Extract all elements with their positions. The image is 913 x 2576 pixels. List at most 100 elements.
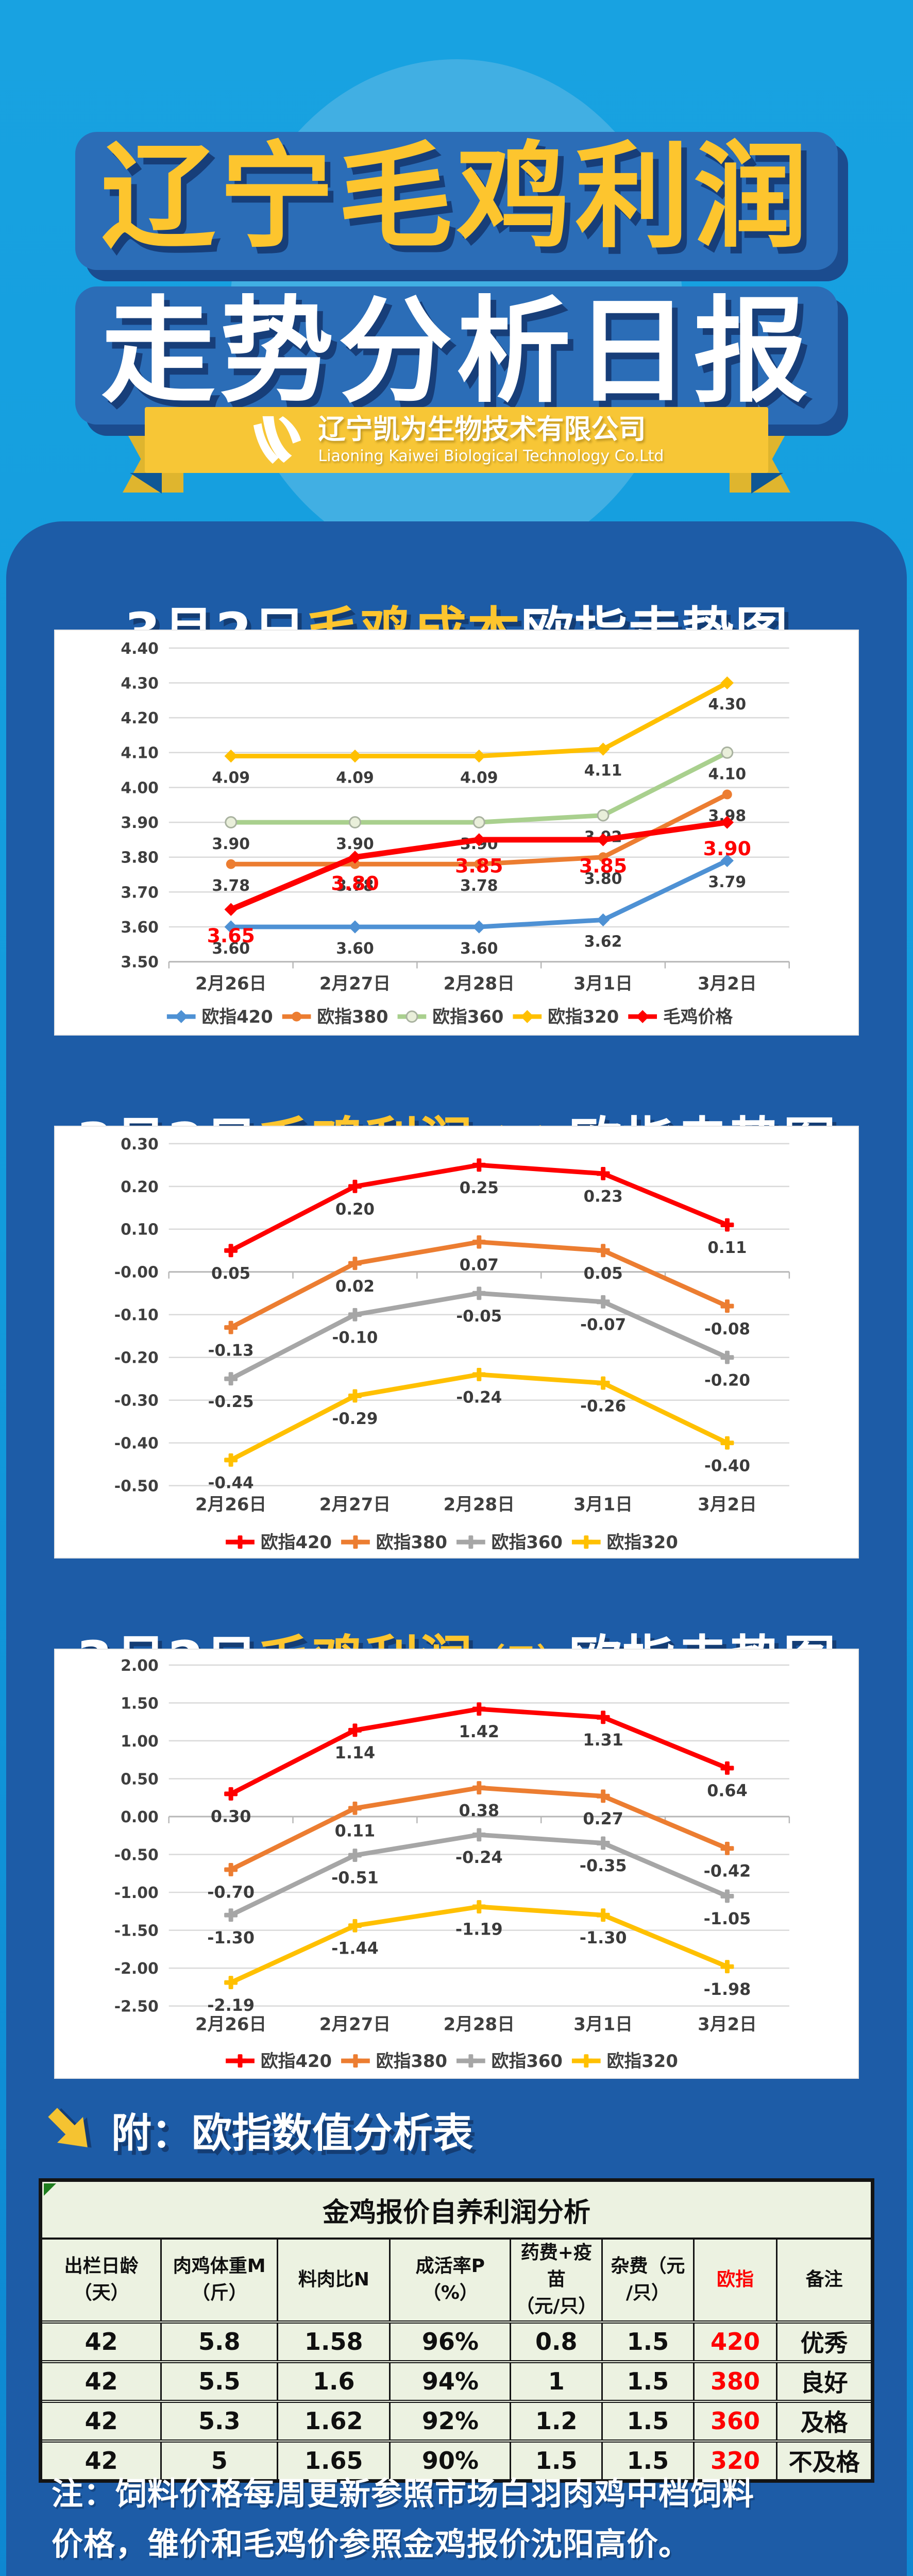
svg-text:4.09: 4.09: [336, 769, 374, 787]
svg-text:欧指360: 欧指360: [432, 1007, 503, 1027]
svg-text:0.11: 0.11: [707, 1239, 747, 1257]
svg-text:4.20: 4.20: [121, 709, 159, 727]
analysis-section-title: 附：欧指数值分析表: [111, 2110, 474, 2157]
table-cell: 320: [692, 2439, 778, 2482]
svg-text:-1.00: -1.00: [114, 1884, 159, 1902]
table-cell: 1.5: [510, 2439, 603, 2482]
svg-text:4.00: 4.00: [121, 779, 159, 797]
svg-text:欧指420: 欧指420: [261, 1532, 332, 1552]
table-cell: 92%: [389, 2399, 512, 2442]
svg-text:-2.19: -2.19: [207, 1995, 255, 2015]
svg-text:-0.70: -0.70: [207, 1883, 255, 1902]
poster-title-line2-text: 走势分析日报: [75, 286, 838, 425]
note-line2: 价格，雏价和毛鸡价参照金鸡报价沈阳高价。: [52, 2526, 691, 2563]
table-cell: 360: [692, 2399, 778, 2442]
svg-text:0.02: 0.02: [335, 1277, 375, 1296]
svg-text:3月2日: 3月2日: [698, 2014, 757, 2034]
table-header-cell: 备注: [776, 2238, 873, 2324]
svg-text:-0.50: -0.50: [114, 1846, 159, 1864]
svg-text:3月2日: 3月2日: [698, 973, 757, 993]
svg-text:-2.50: -2.50: [114, 1998, 159, 2016]
svg-text:3.85: 3.85: [455, 855, 503, 877]
svg-text:-0.44: -0.44: [208, 1474, 254, 1493]
svg-text:3.80: 3.80: [584, 870, 622, 888]
table-cell: 及格: [776, 2399, 873, 2442]
legend: 欧指420 欧指380 欧指360 欧指320 毛鸡价格: [166, 1007, 733, 1027]
company-logo-icon: [253, 416, 301, 464]
table-cell: 5.8: [160, 2320, 279, 2363]
svg-text:0.07: 0.07: [460, 1256, 499, 1274]
series-欧指360: -1.30 -0.51 -0.24 -0.35 -1.05: [207, 1828, 751, 1947]
svg-text:-1.19: -1.19: [455, 1920, 503, 1939]
chart-svg: 4.40 4.30 4.20 4.10 4.00 3.90 3.80 3.70 3.60 3.50…: [121, 640, 790, 1027]
y-axis: 0.300.200.10-0.00-0.10-0.20-0.30-0.40-0.…: [114, 1136, 789, 1496]
table-cell: 1: [510, 2360, 603, 2402]
svg-text:0.00: 0.00: [121, 1808, 159, 1826]
analysis-section-header: 附：欧指数值分析表: [43, 2101, 473, 2159]
table-cell: 5.5: [160, 2360, 279, 2402]
svg-text:2月28日: 2月28日: [444, 1494, 515, 1514]
svg-text:3月1日: 3月1日: [573, 2014, 633, 2034]
svg-text:0.11: 0.11: [335, 1821, 376, 1841]
legend: 欧指420 欧指380 欧指360 欧指320: [226, 1532, 678, 1552]
table-cell: 1.6: [277, 2360, 391, 2402]
svg-text:-2.00: -2.00: [114, 1960, 159, 1978]
table-cell: 1.5: [601, 2360, 695, 2402]
svg-text:3月2日: 3月2日: [698, 1494, 757, 1514]
table-header-cell: 药费+疫苗 （元/只）: [510, 2238, 603, 2324]
x-axis: 2月26日 2月27日 2月28日 3月1日 3月2日: [168, 961, 790, 993]
svg-text:3.60: 3.60: [212, 940, 250, 958]
svg-text:3.90: 3.90: [212, 835, 250, 853]
svg-text:-0.30: -0.30: [114, 1392, 159, 1410]
svg-text:3.50: 3.50: [121, 954, 159, 972]
svg-text:-0.20: -0.20: [704, 1371, 750, 1389]
svg-text:-0.10: -0.10: [114, 1307, 159, 1325]
svg-text:-1.30: -1.30: [580, 1928, 627, 1947]
svg-text:2月27日: 2月27日: [319, 1494, 391, 1514]
svg-text:1.42: 1.42: [459, 1722, 500, 1741]
company-name-block: 辽宁凯为生物技术有限公司 Liaoning Kaiwei Biological …: [318, 414, 664, 466]
svg-text:0.30: 0.30: [121, 1136, 159, 1154]
y-axis: 4.40 4.30 4.20 4.10 4.00 3.90 3.80 3.70 3.60 3.50: [121, 640, 789, 972]
table-cell: 良好: [776, 2360, 873, 2402]
svg-text:3.60: 3.60: [336, 940, 374, 958]
table-header-cell: 欧指: [692, 2238, 778, 2324]
note-line1: 注：饲料价格每周更新参照市场白羽肉鸡中档饲料: [52, 2476, 755, 2512]
svg-text:3月1日: 3月1日: [573, 1494, 633, 1514]
series-毛鸡价格: 3.653.803.85 3.853.90: [207, 816, 751, 947]
svg-text:4.40: 4.40: [121, 640, 159, 658]
table-cell: 42: [39, 2399, 162, 2442]
svg-text:欧指320: 欧指320: [607, 1532, 678, 1552]
company-banner: 辽宁凯为生物技术有限公司 Liaoning Kaiwei Biological …: [145, 407, 768, 473]
table-cell: 0.8: [510, 2320, 603, 2363]
svg-text:-0.42: -0.42: [704, 1861, 751, 1881]
svg-text:-0.13: -0.13: [208, 1341, 254, 1360]
series-欧指380: -0.70 0.11 0.38 0.27 -0.42: [207, 1781, 751, 1902]
svg-text:-1.98: -1.98: [704, 1979, 751, 1999]
svg-text:3.90: 3.90: [336, 835, 374, 853]
excel-corner-marker: [44, 2183, 56, 2196]
company-name-en: Liaoning Kaiwei Biological Technology Co…: [318, 447, 664, 466]
svg-text:0.25: 0.25: [460, 1179, 499, 1197]
svg-text:2.00: 2.00: [121, 1657, 159, 1675]
svg-text:-0.26: -0.26: [580, 1397, 626, 1415]
x-axis: 2月26日 2月27日 2月28日 3月1日 3月2日: [168, 1271, 790, 1514]
table-cell: 1.65: [277, 2439, 391, 2482]
series-欧指360: -0.25 -0.10 -0.05 -0.07 -0.20: [208, 1286, 750, 1411]
series-欧指420: 0.30 1.14 1.42 1.31 0.64: [211, 1702, 748, 1826]
table-cell: 5.3: [160, 2399, 279, 2442]
svg-text:毛鸡价格: 毛鸡价格: [663, 1007, 733, 1027]
svg-text:欧指380: 欧指380: [376, 2051, 447, 2071]
table-header-cell: 出栏日龄 （天）: [39, 2238, 162, 2324]
series-欧指420: 0.05 0.20 0.25 0.23 0.11: [211, 1158, 747, 1283]
svg-text:-0.51: -0.51: [331, 1868, 379, 1888]
chart-svg: 2.00 1.50 1.00 0.50 0.00 -0.50 -1.00 -1.50 -2.00…: [114, 1657, 790, 2071]
svg-text:1.31: 1.31: [583, 1730, 623, 1750]
y-axis: 2.00 1.50 1.00 0.50 0.00 -0.50 -1.00 -1.50 -2.00…: [114, 1657, 789, 2016]
svg-text:0.38: 0.38: [459, 1801, 500, 1820]
svg-text:-1.30: -1.30: [207, 1928, 255, 1947]
svg-text:4.30: 4.30: [708, 696, 747, 714]
svg-text:3.78: 3.78: [212, 877, 250, 895]
svg-text:3.79: 3.79: [708, 873, 747, 891]
